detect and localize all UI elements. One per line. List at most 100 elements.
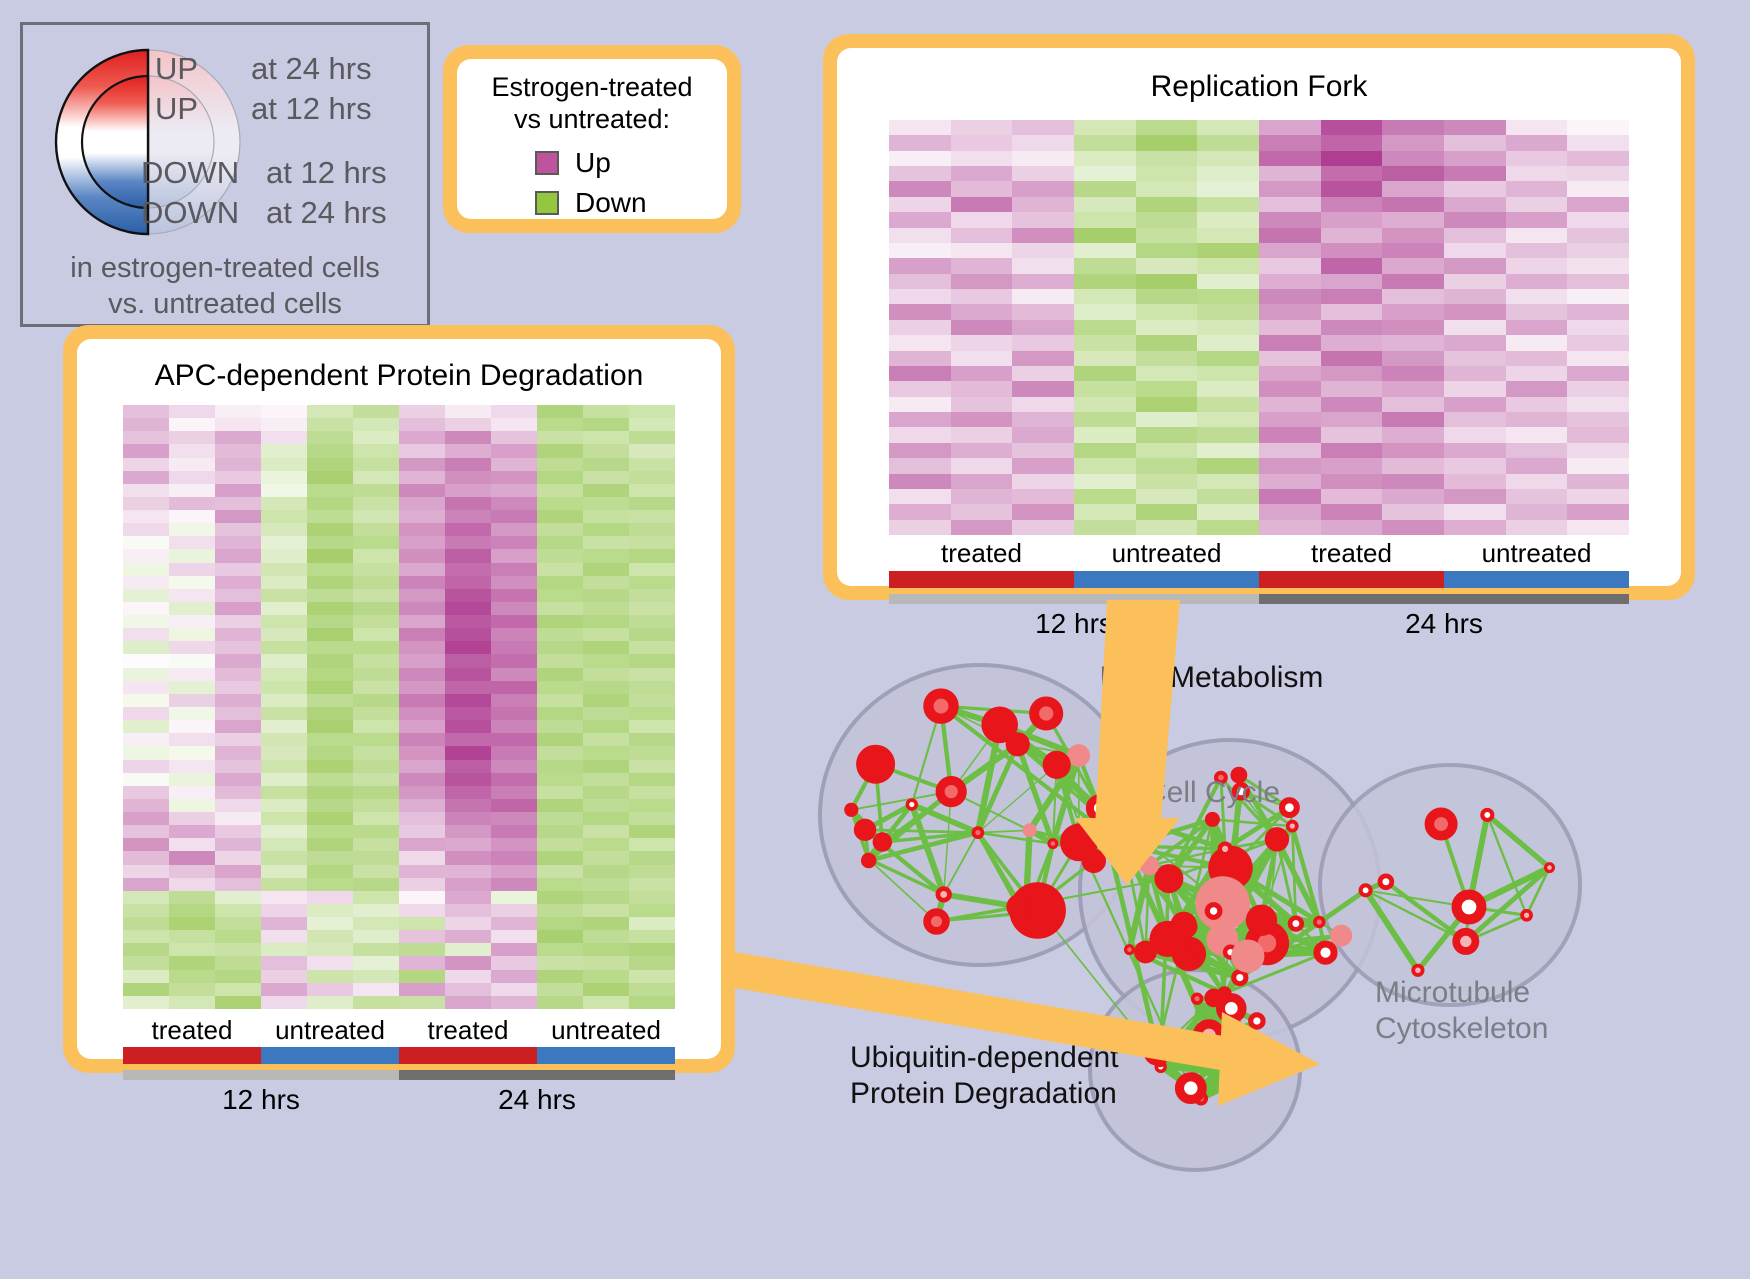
network-node[interactable] (1204, 902, 1223, 920)
heatmap-cell (950, 488, 1013, 505)
network-node[interactable] (1042, 750, 1071, 779)
network-node[interactable] (981, 706, 1018, 744)
heatmap-cell (491, 483, 537, 497)
network-node[interactable] (1248, 1012, 1266, 1030)
heatmap-cell (1444, 335, 1506, 351)
network-node[interactable] (1480, 807, 1495, 822)
network-node[interactable] (1230, 766, 1248, 784)
network-node[interactable] (1520, 908, 1533, 922)
network-node[interactable] (844, 802, 859, 817)
network-node[interactable] (872, 832, 892, 852)
network-node[interactable] (1192, 1019, 1226, 1052)
network-node[interactable] (1085, 794, 1114, 822)
apc-degradation-inner: APC-dependent Protein Degradation treate… (77, 339, 721, 1115)
heatmap-cell (1567, 242, 1629, 259)
heatmap-cell (491, 615, 537, 629)
network-edge (910, 801, 980, 836)
heatmap-cell (1567, 212, 1629, 228)
network-node[interactable] (1143, 1039, 1170, 1066)
key-time-down-24: at 24 hrs (266, 195, 387, 230)
heatmap-cell (169, 562, 215, 576)
heatmap-cell (1197, 289, 1259, 305)
heatmap-cell (537, 483, 583, 497)
network-node[interactable] (1255, 1061, 1270, 1077)
network-node[interactable] (1424, 807, 1458, 841)
heatmap-cell (1505, 365, 1568, 382)
network-node[interactable] (1186, 942, 1201, 957)
network-node[interactable] (923, 688, 959, 724)
network-node[interactable] (1377, 873, 1395, 891)
key-legend-box: UP at 24 hrs UP at 12 hrs DOWN at 12 hrs… (20, 22, 430, 327)
heatmap-cell (307, 680, 353, 694)
heatmap-cell (353, 838, 399, 852)
network-node[interactable] (856, 744, 896, 784)
network-node[interactable] (1313, 940, 1338, 965)
network-node[interactable] (935, 886, 952, 903)
network-node[interactable] (853, 818, 877, 841)
network-node[interactable] (1154, 864, 1184, 894)
network-node[interactable] (1190, 992, 1204, 1005)
network-node[interactable] (1170, 911, 1197, 938)
heatmap-cell (353, 562, 399, 576)
heatmap-cell (1259, 135, 1321, 151)
key-time-up-12: at 12 hrs (251, 91, 372, 126)
network-node[interactable] (905, 798, 919, 811)
network-node[interactable] (1006, 894, 1032, 920)
heatmap-cell (445, 798, 491, 813)
network-node[interactable] (1231, 939, 1265, 973)
network-node[interactable] (1139, 855, 1159, 876)
network-node[interactable] (1217, 841, 1233, 857)
heatmap-cell (1135, 120, 1198, 136)
heatmap-cell (1259, 258, 1321, 274)
heatmap-cell (1074, 242, 1136, 259)
network-node[interactable] (1264, 827, 1290, 852)
network-node[interactable] (1452, 927, 1480, 955)
network-node[interactable] (1067, 744, 1091, 767)
network-node[interactable] (1287, 915, 1305, 932)
heatmap-cell (215, 405, 261, 419)
heatmap-cell (1444, 227, 1506, 243)
network-node[interactable] (1358, 883, 1373, 898)
heatmap-cell (1382, 212, 1444, 228)
network-node[interactable] (1411, 963, 1425, 977)
network-node[interactable] (1204, 811, 1220, 827)
network-node[interactable] (1245, 904, 1278, 936)
heatmap-cell (1197, 442, 1259, 459)
network-node[interactable] (1278, 797, 1300, 819)
heatmap-cell (399, 615, 445, 629)
heatmap-cell (1197, 381, 1259, 397)
network-node[interactable] (1229, 1034, 1241, 1046)
network-edge (1219, 777, 1227, 849)
network-node[interactable] (1543, 862, 1555, 874)
heatmap-cell (1135, 504, 1198, 520)
network-node[interactable] (971, 826, 985, 839)
network-node[interactable] (1105, 826, 1144, 866)
network-node[interactable] (861, 852, 877, 869)
network-node[interactable] (1123, 944, 1135, 956)
heatmap-cell (215, 733, 261, 747)
network-node[interactable] (1214, 770, 1228, 785)
network-node[interactable] (1451, 889, 1487, 925)
network-node[interactable] (1195, 876, 1250, 931)
heatmap-cell (445, 707, 491, 721)
network-node[interactable] (1081, 848, 1106, 874)
network-node[interactable] (1005, 732, 1030, 757)
network-node[interactable] (1231, 969, 1249, 987)
network-node[interactable] (1285, 819, 1299, 833)
network-node[interactable] (935, 776, 967, 808)
network-node[interactable] (923, 908, 950, 935)
network-node[interactable] (1216, 993, 1247, 1024)
network-node[interactable] (1174, 1072, 1207, 1105)
heatmap-cell (123, 510, 169, 524)
network-node[interactable] (1313, 915, 1326, 929)
network-node[interactable] (1223, 1066, 1238, 1081)
network-node[interactable] (1047, 838, 1059, 850)
network-edge (1223, 951, 1327, 995)
sample-label-untreated-12: untreated (275, 1015, 385, 1045)
network-node[interactable] (1022, 823, 1037, 838)
network-node[interactable] (1330, 924, 1353, 947)
network-node[interactable] (1231, 782, 1251, 801)
network-node[interactable] (1029, 696, 1064, 731)
heatmap-cell (353, 995, 399, 1009)
heatmap-cell (629, 575, 675, 589)
